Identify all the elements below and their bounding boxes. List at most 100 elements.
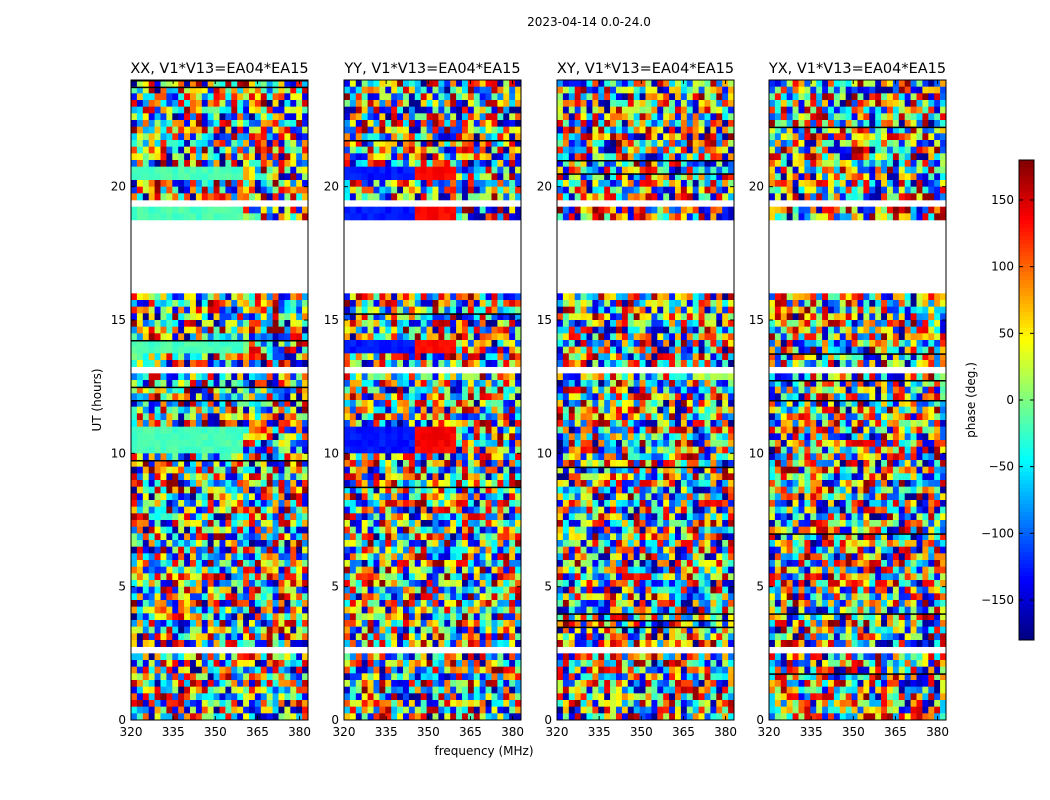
panel-title: YY, V1*V13=EA04*EA15: [343, 61, 520, 77]
colorbar-segment: [1019, 368, 1034, 373]
colorbar-segment: [1019, 404, 1034, 409]
colorbar-segment: [1019, 184, 1034, 189]
panel-frame: [556, 79, 735, 721]
colorbar-segment: [1019, 476, 1034, 481]
colorbar-segment: [1019, 316, 1034, 321]
y-tick-label: 10: [749, 446, 764, 460]
panel-frame: [130, 79, 309, 721]
colorbar-segment: [1019, 628, 1034, 633]
x-tick-label: 365: [884, 725, 907, 739]
figure-suptitle: 2023-04-14 0.0-24.0: [527, 15, 651, 29]
colorbar-segment: [1019, 232, 1034, 237]
colorbar-segment: [1019, 472, 1034, 477]
colorbar-segment: [1019, 568, 1034, 573]
colorbar-segment: [1019, 592, 1034, 597]
x-tick-label: 365: [459, 725, 482, 739]
colorbar-segment: [1019, 616, 1034, 621]
colorbar-segment: [1019, 188, 1034, 193]
colorbar-segment: [1019, 212, 1034, 217]
colorbar-segment: [1019, 364, 1034, 369]
colorbar-segment: [1019, 484, 1034, 489]
x-tick-label: 350: [204, 725, 227, 739]
colorbar-segment: [1019, 552, 1034, 557]
colorbar-segment: [1019, 388, 1034, 393]
x-tick-label: 335: [588, 725, 611, 739]
colorbar-segment: [1019, 440, 1034, 445]
x-axis-label: frequency (MHz): [434, 744, 533, 758]
colorbar-segment: [1019, 532, 1034, 537]
y-tick-label: 20: [749, 180, 764, 194]
colorbar-segment: [1019, 340, 1034, 345]
colorbar-tick-label: −100: [981, 526, 1014, 540]
colorbar-segment: [1019, 632, 1034, 637]
colorbar-segment: [1019, 228, 1034, 233]
x-tick-label: 335: [375, 725, 398, 739]
x-tick-label: 380: [926, 725, 949, 739]
colorbar-segment: [1019, 160, 1034, 165]
colorbar-tick-label: −150: [981, 593, 1014, 607]
x-tick-label: 380: [288, 725, 311, 739]
colorbar-segment: [1019, 580, 1034, 585]
x-tick-label: 320: [333, 725, 356, 739]
colorbar-segment: [1019, 492, 1034, 497]
colorbar-segment: [1019, 192, 1034, 197]
colorbar-segment: [1019, 520, 1034, 525]
panel-title: XY, V1*V13=EA04*EA15: [557, 61, 734, 77]
colorbar-segment: [1019, 380, 1034, 385]
colorbar-segment: [1019, 636, 1034, 641]
colorbar-segment: [1019, 292, 1034, 297]
y-tick-label: 20: [111, 180, 126, 194]
colorbar-segment: [1019, 556, 1034, 561]
colorbar-segment: [1019, 588, 1034, 593]
colorbar-segment: [1019, 468, 1034, 473]
colorbar-segment: [1019, 428, 1034, 433]
colorbar-segment: [1019, 272, 1034, 277]
x-tick-label: 320: [546, 725, 569, 739]
x-tick-label: 335: [162, 725, 185, 739]
colorbar-segment: [1019, 356, 1034, 361]
colorbar-segment: [1019, 216, 1034, 221]
colorbar-segment: [1019, 264, 1034, 269]
colorbar-segment: [1019, 564, 1034, 569]
colorbar-segment: [1019, 312, 1034, 317]
colorbar-segment: [1019, 336, 1034, 341]
colorbar-segment: [1019, 204, 1034, 209]
colorbar-segment: [1019, 396, 1034, 401]
x-tick-label: 380: [501, 725, 524, 739]
colorbar-segment: [1019, 584, 1034, 589]
colorbar-segment: [1019, 524, 1034, 529]
y-tick-label: 0: [544, 713, 552, 727]
colorbar-segment: [1019, 572, 1034, 577]
y-tick-label: 15: [111, 313, 126, 327]
colorbar-segment: [1019, 624, 1034, 629]
colorbar-segment: [1019, 512, 1034, 517]
y-tick-label: 10: [537, 446, 552, 460]
colorbar-segment: [1019, 324, 1034, 329]
colorbar-tick-label: 50: [999, 326, 1014, 340]
colorbar-segment: [1019, 268, 1034, 273]
colorbar-segment: [1019, 600, 1034, 605]
x-tick-label: 350: [417, 725, 440, 739]
colorbar-segment: [1019, 536, 1034, 541]
panel-xy: XY, V1*V13=EA04*EA15 320 335 350 365 380 0 5 10 1…: [537, 61, 737, 739]
colorbar-segment: [1019, 548, 1034, 553]
colorbar-segment: [1019, 488, 1034, 493]
x-tick-label: 365: [246, 725, 269, 739]
y-tick-label: 0: [118, 713, 126, 727]
y-tick-label: 10: [111, 446, 126, 460]
x-tick-label: 380: [714, 725, 737, 739]
colorbar: −150 −100 −50 0 50 100 150 phase (deg.): [964, 159, 1035, 641]
y-tick-label: 5: [756, 580, 764, 594]
colorbar-segment: [1019, 400, 1034, 405]
colorbar-segment: [1019, 504, 1034, 509]
colorbar-segment: [1019, 376, 1034, 381]
colorbar-segment: [1019, 256, 1034, 261]
colorbar-segment: [1019, 436, 1034, 441]
colorbar-label: phase (deg.): [964, 362, 978, 438]
colorbar-segment: [1019, 420, 1034, 425]
x-tick-label: 350: [630, 725, 653, 739]
colorbar-segment: [1019, 416, 1034, 421]
colorbar-segment: [1019, 260, 1034, 265]
colorbar-segment: [1019, 220, 1034, 225]
